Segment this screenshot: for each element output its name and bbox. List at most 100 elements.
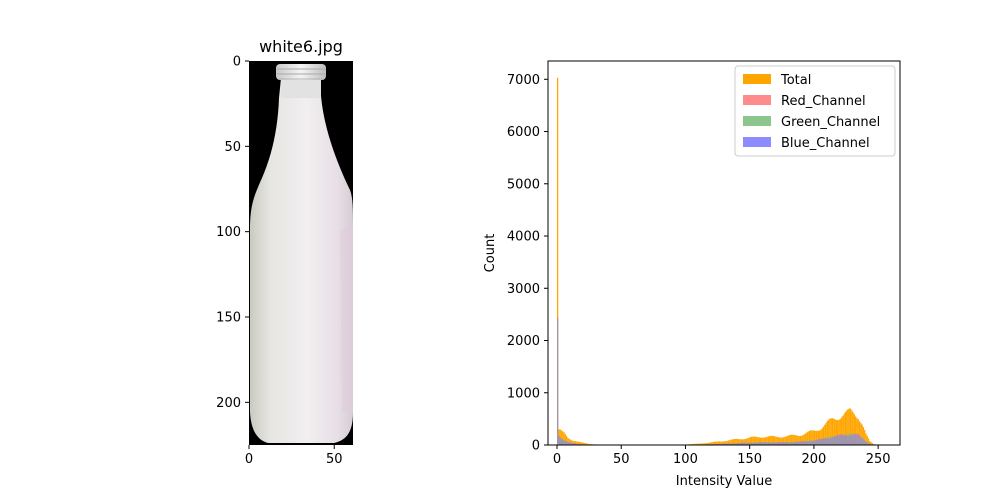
histogram-bin xyxy=(852,434,854,445)
histogram-bin xyxy=(808,430,811,445)
histogram-bin xyxy=(869,441,871,445)
histogram-bin xyxy=(826,420,829,445)
histogram-bin xyxy=(808,441,811,445)
histogram-bin xyxy=(729,443,731,445)
histogram-bin xyxy=(793,434,795,445)
histogram-bin xyxy=(858,421,861,445)
histogram-bin xyxy=(838,419,840,445)
histogram-bin xyxy=(799,441,802,445)
histogram-bin xyxy=(833,418,835,445)
histogram-bin xyxy=(743,442,745,445)
histogram-bin xyxy=(577,441,579,445)
histogram-bin xyxy=(750,436,753,445)
histogram-bin xyxy=(777,442,780,445)
histogram-frame xyxy=(547,60,901,446)
histogram-bin xyxy=(754,442,757,445)
histogram-bin xyxy=(779,442,781,445)
histogram-bin xyxy=(825,438,827,445)
histogram-bin xyxy=(786,435,789,445)
histogram-bin xyxy=(776,436,778,445)
histogram-bin xyxy=(753,442,755,445)
histogram-bin xyxy=(837,434,839,445)
histogram-bin xyxy=(578,441,581,445)
histogram-bin xyxy=(789,442,791,445)
histogram-bin xyxy=(568,442,570,445)
histogram-bin xyxy=(869,443,871,445)
histogram-bin xyxy=(572,440,574,445)
histogram-bin xyxy=(729,440,731,445)
histogram-bin xyxy=(744,438,746,445)
histogram-bin xyxy=(749,442,751,445)
histogram-bin xyxy=(716,441,718,445)
histogram-bin xyxy=(792,442,794,445)
histogram-bin xyxy=(562,431,564,445)
histogram-bin xyxy=(739,439,741,445)
histogram-bin xyxy=(813,430,816,445)
histogram-bin xyxy=(763,437,766,445)
histogram-bin xyxy=(756,442,758,445)
histogram-bin xyxy=(851,434,853,445)
histogram-bin xyxy=(846,435,848,445)
histogram-bin xyxy=(717,441,719,445)
x-tick-label: 250 xyxy=(866,452,891,467)
histogram-bin xyxy=(781,437,784,445)
histogram-bin xyxy=(856,418,858,445)
x-tick-label: 0 xyxy=(553,452,561,467)
histogram-bin xyxy=(718,443,721,445)
x-tick-label: 200 xyxy=(802,452,827,467)
histogram-bin xyxy=(560,439,563,445)
histogram-bin xyxy=(556,318,559,445)
histogram-bin xyxy=(781,441,784,445)
histogram-bin xyxy=(816,430,818,445)
histogram-bin xyxy=(573,441,575,445)
histogram-bin xyxy=(740,442,742,445)
histogram-bin xyxy=(747,438,749,445)
histogram-bin xyxy=(860,422,862,445)
histogram-bin xyxy=(801,441,803,445)
histogram-bin xyxy=(849,408,852,445)
histogram-bin xyxy=(779,437,781,445)
histogram-bin xyxy=(768,436,771,445)
histogram-bin xyxy=(762,442,764,445)
y-tick-label: 7000 xyxy=(507,73,540,88)
histogram-bin xyxy=(724,441,726,445)
image-y-tick-label: 200 xyxy=(216,396,241,411)
legend-box xyxy=(734,65,896,157)
histogram-bin xyxy=(564,440,566,445)
y-tick-label: 5000 xyxy=(507,177,540,192)
histogram-bin xyxy=(574,443,577,445)
histogram-bin xyxy=(853,414,856,445)
image-y-tick-label: 50 xyxy=(224,140,241,155)
histogram-bin xyxy=(843,413,845,445)
histogram-bin xyxy=(586,443,588,445)
histogram-bin xyxy=(783,437,785,445)
histogram-bin xyxy=(580,442,582,445)
histogram-bin xyxy=(713,441,716,445)
histogram-bin xyxy=(771,435,773,445)
histogram-bin xyxy=(789,434,791,445)
series-total xyxy=(556,77,886,445)
histogram-bin xyxy=(572,443,574,445)
histogram-bin xyxy=(754,436,757,445)
histogram-bin xyxy=(822,426,825,445)
histogram-bin xyxy=(821,428,823,445)
histogram-bin xyxy=(770,442,772,445)
histogram-bin xyxy=(816,439,818,445)
histogram-bin xyxy=(725,441,727,445)
histogram-bin xyxy=(828,419,830,445)
histogram-bin xyxy=(706,443,708,445)
histogram-bin xyxy=(725,443,727,445)
histogram-bin xyxy=(817,430,820,445)
histogram-bin xyxy=(585,443,587,445)
histogram-bin xyxy=(765,437,767,445)
histogram-bin xyxy=(860,436,862,445)
y-tick-label: 2000 xyxy=(507,334,540,349)
histogram-bin xyxy=(582,442,584,445)
histogram-bin xyxy=(853,433,856,445)
histogram-bin xyxy=(811,441,813,445)
histogram-bin xyxy=(721,443,723,445)
histogram-bin xyxy=(811,430,813,445)
histogram-bin xyxy=(871,443,874,445)
histogram-bin xyxy=(587,443,590,445)
histogram-bin xyxy=(857,419,859,445)
